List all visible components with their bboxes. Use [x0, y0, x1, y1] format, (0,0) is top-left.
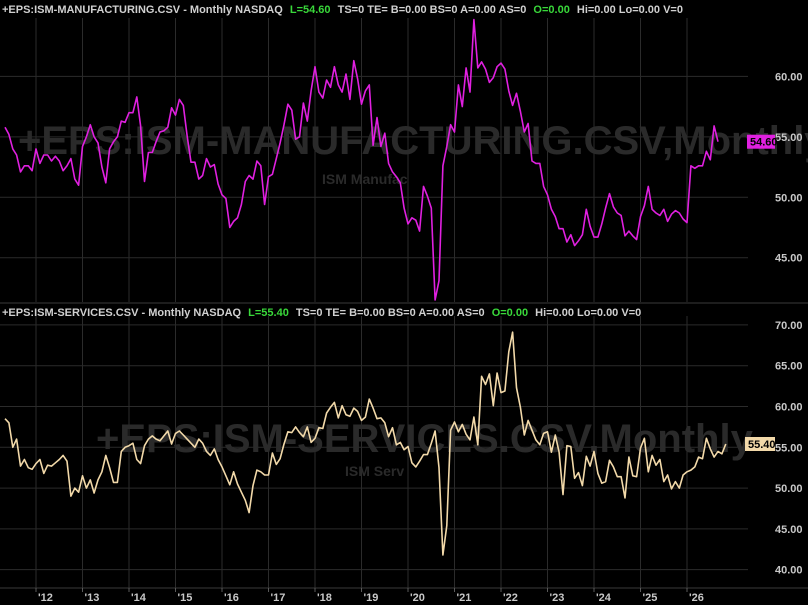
services-header-open: O=0.00 — [492, 307, 528, 319]
services-last-value: 55.40 — [748, 439, 776, 451]
manufacturing-series-line[interactable] — [4, 18, 719, 301]
x-tick-label: '13 — [85, 592, 100, 604]
services-y-tick-label: 70.00 — [775, 320, 803, 332]
manufacturing-y-tick-label: 50.00 — [775, 192, 803, 204]
manufacturing-header-symbol: +EPS:ISM-MANUFACTURING.CSV - Monthly NAS… — [2, 4, 283, 16]
services-y-tick-label: 55.00 — [775, 442, 803, 454]
x-tick-label: '12 — [38, 592, 53, 604]
x-tick-label: '24 — [596, 592, 612, 604]
x-axis: '12 '13 '14 '15 '16 '17 '18 '19 '20 '21 '22 '23 '24 '… — [35, 588, 704, 604]
x-tick-label: '25 — [643, 592, 658, 604]
manufacturing-watermark-sub: ISM Manufac — [322, 171, 408, 187]
x-tick-label: '20 — [410, 592, 425, 604]
services-y-tick-label: 60.00 — [775, 401, 803, 413]
services-header-hilo: Hi=0.00 Lo=0.00 V=0 — [535, 307, 641, 319]
manufacturing-grid — [0, 18, 748, 302]
services-y-tick-label: 65.00 — [775, 361, 803, 373]
manufacturing-last-value: 54.60 — [750, 137, 778, 149]
services-header: +EPS:ISM-SERVICES.CSV - Monthly NASDAQ L… — [2, 307, 641, 319]
manufacturing-header-open: O=0.00 — [533, 4, 569, 16]
services-header-symbol: +EPS:ISM-SERVICES.CSV - Monthly NASDAQ — [2, 307, 242, 319]
x-tick-label: '18 — [317, 592, 332, 604]
services-header-last: L=55.40 — [248, 307, 289, 319]
services-price-tag: 55.40 — [745, 437, 776, 451]
services-y-axis: 70.00 65.00 60.00 55.00 50.00 45.00 40.00 — [775, 320, 803, 577]
x-tick-label: '23 — [550, 592, 565, 604]
manufacturing-header-fields: TS=0 TE= B=0.00 BS=0 A=0.00 AS=0 — [338, 4, 527, 16]
services-grid — [0, 316, 748, 588]
manufacturing-y-tick-label: 55.00 — [775, 132, 803, 144]
services-panel: +EPS:ISM-SERVICES.CSV,Monthly ISM Serv 7… — [0, 307, 803, 588]
manufacturing-price-tag: 54.60 — [747, 134, 778, 149]
x-tick-label: '16 — [224, 592, 239, 604]
manufacturing-y-tick-label: 45.00 — [775, 253, 803, 265]
services-y-tick-label: 45.00 — [775, 524, 803, 536]
x-tick-label: '26 — [689, 592, 704, 604]
services-watermark-sub: ISM Serv — [345, 463, 404, 479]
x-tick-label: '14 — [131, 592, 147, 604]
x-tick-label: '17 — [271, 592, 286, 604]
services-y-tick-label: 40.00 — [775, 565, 803, 577]
manufacturing-y-axis: 60.00 55.00 50.00 45.00 — [775, 71, 803, 264]
manufacturing-header-hilo: Hi=0.00 Lo=0.00 V=0 — [577, 4, 683, 16]
x-tick-label: '22 — [503, 592, 518, 604]
services-series-line[interactable] — [4, 331, 727, 556]
manufacturing-panel: +EPS:ISM-MANUFACTURING.CSV,Monthly ISM M… — [0, 4, 808, 302]
manufacturing-header: +EPS:ISM-MANUFACTURING.CSV - Monthly NAS… — [2, 4, 683, 16]
services-y-tick-label: 50.00 — [775, 483, 803, 495]
manufacturing-y-tick-label: 60.00 — [775, 71, 803, 83]
x-tick-label: '15 — [178, 592, 193, 604]
x-tick-label: '21 — [457, 592, 472, 604]
manufacturing-header-last: L=54.60 — [290, 4, 331, 16]
services-header-fields: TS=0 TE= B=0.00 BS=0 A=0.00 AS=0 — [296, 307, 485, 319]
x-tick-label: '19 — [364, 592, 379, 604]
manufacturing-watermark: +EPS:ISM-MANUFACTURING.CSV,Monthly — [18, 119, 808, 163]
